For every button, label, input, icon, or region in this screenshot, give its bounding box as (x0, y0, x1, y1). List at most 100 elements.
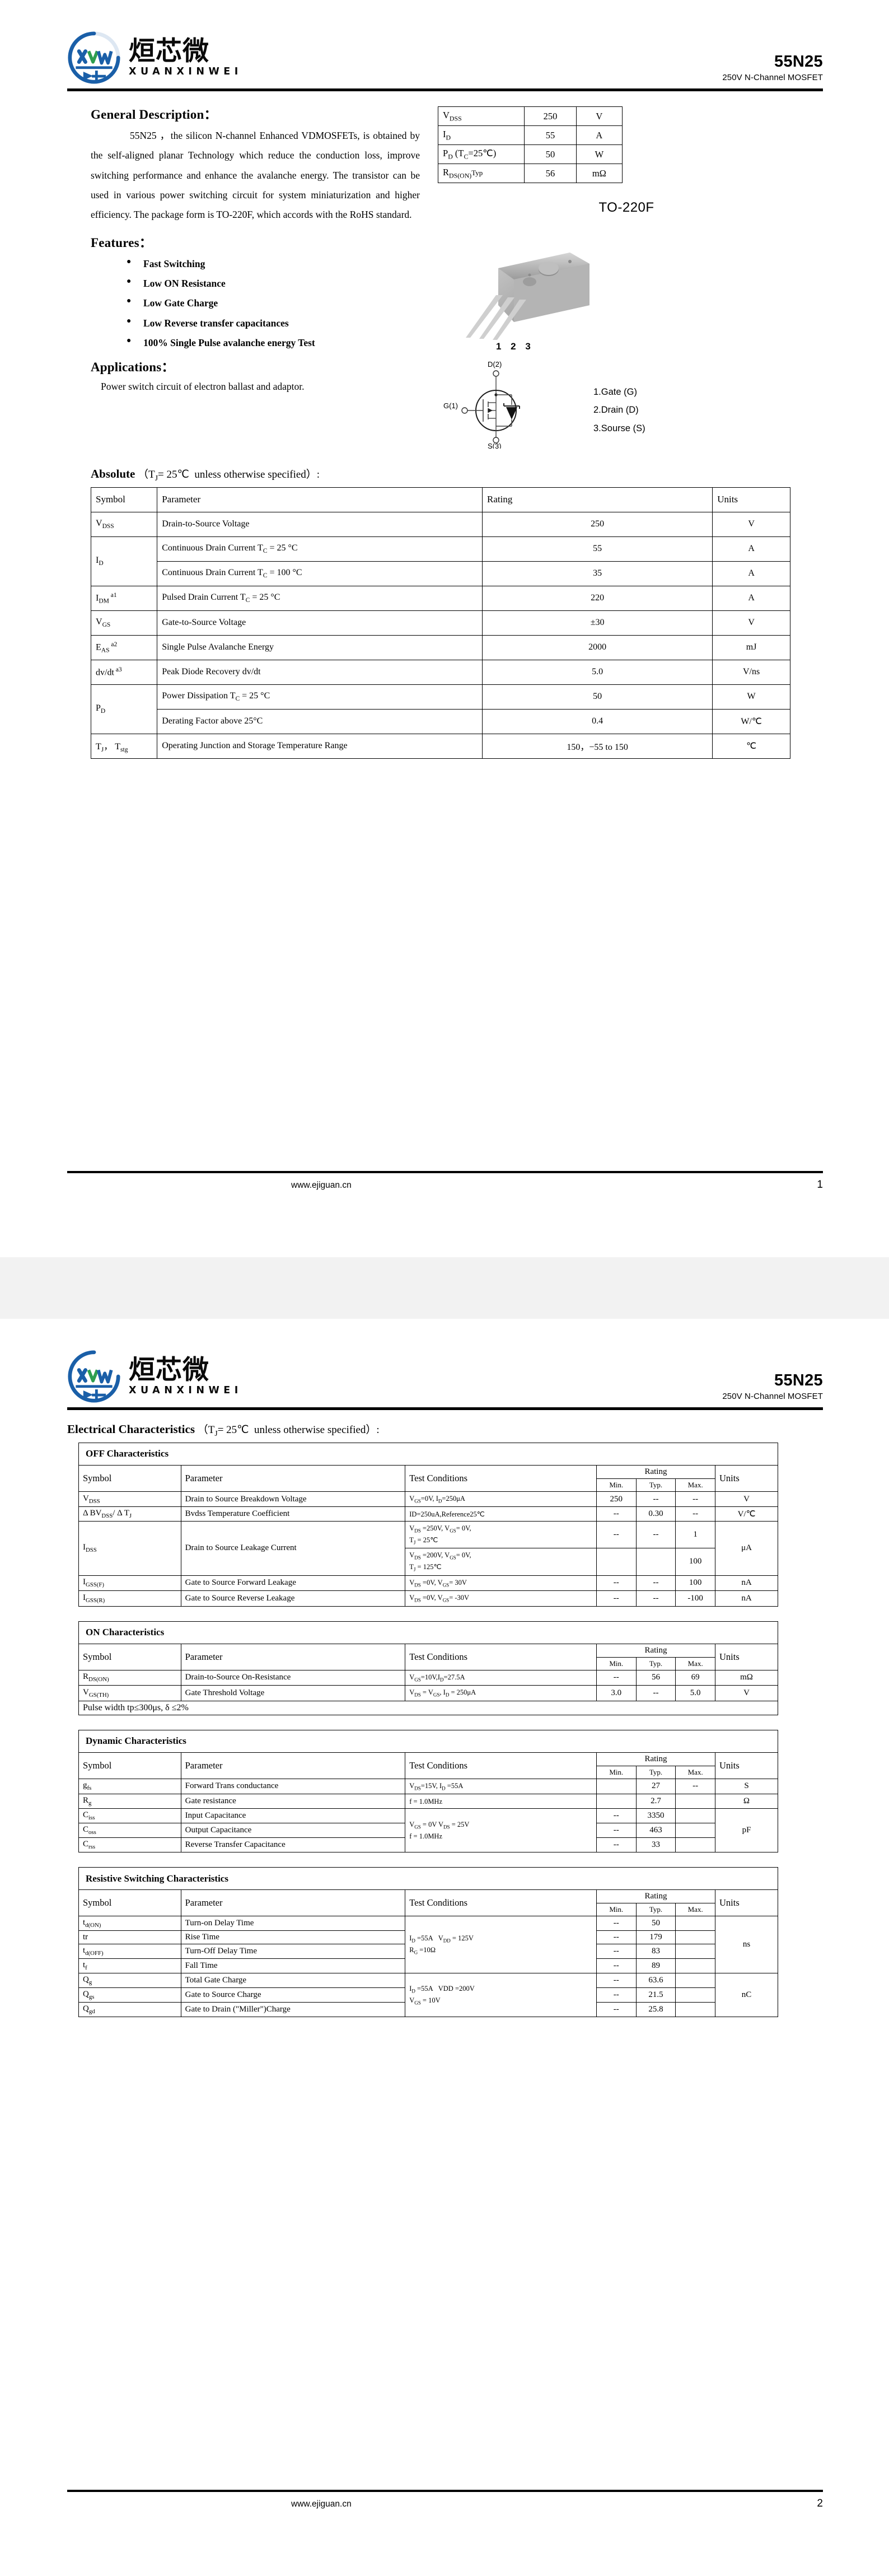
col-rating: Rating (596, 1643, 716, 1658)
spec-symbol: PD (TC=25℃) (437, 144, 525, 164)
row-symbol: ID (90, 536, 158, 586)
pin-item: 1.Gate (G) (593, 387, 637, 398)
section-band: Dynamic Characteristics (78, 1729, 778, 1753)
spec-unit: V (575, 106, 623, 126)
spec-value: 250 (524, 106, 577, 126)
row-symbol: IDSS (78, 1521, 181, 1576)
row-min: -- (596, 1973, 637, 1989)
col-test-conditions: Test Conditions (405, 1889, 597, 1917)
table-row: Derating Factor above 25°C 0.4 W/℃ (91, 708, 790, 734)
table-band-row: Resistive Switching Characteristics (78, 1867, 778, 1891)
row-min: -- (596, 2002, 637, 2018)
row-symbol: dv/dt a3 (90, 659, 158, 685)
drain-label: D(2) (488, 360, 502, 368)
table-row: IGSS(R) Gate to Source Reverse Leakage V… (78, 1590, 778, 1607)
table-row: IDM a1 Pulsed Drain Current TC = 25 °C 2… (90, 585, 790, 611)
col-parameter: Parameter (180, 1464, 406, 1492)
col-typ: Typ. (635, 1656, 676, 1670)
spec-symbol: ID (437, 125, 525, 145)
row-rating: 0.4 (481, 708, 713, 734)
col-max: Max. (675, 1478, 715, 1492)
col-min: Min. (596, 1765, 637, 1779)
electrical-heading: Electrical Characteristics （TJ= 25℃ unle… (67, 1421, 823, 1438)
switching-characteristics-table: Resistive Switching Characteristics Symb… (78, 1867, 778, 2018)
row-unit: V/ns (712, 659, 790, 685)
footer-url[interactable]: www.ejiguan.cn (291, 2499, 352, 2509)
row-parameter: Bvdss Temperature Coefficient (180, 1506, 406, 1522)
pin-numbers: 1 2 3 (496, 341, 534, 352)
table-row: Continuous Drain Current TC = 100 °C 35 … (91, 561, 790, 586)
page-footer: www.ejiguan.cn 1 (67, 1167, 823, 1191)
row-typ: 21.5 (635, 1987, 676, 2003)
table-row: VGS Gate-to-Source Voltage ±30 V (90, 610, 790, 636)
pin-assignment-list: 1.Gate (G) 2.Drain (D) 3.Sourse (S) (581, 373, 645, 437)
row-symbol: IGSS(R) (78, 1590, 181, 1607)
row-typ: 25.8 (635, 2002, 676, 2018)
row-test: ID =55A VDD = 125V RG =10Ω (405, 1916, 597, 1974)
table-row: VGS(TH) Gate Threshold Voltage VDS = VGS… (78, 1685, 778, 1701)
col-units: Units (715, 1464, 778, 1492)
table-band-row: ON Characteristics (78, 1621, 778, 1644)
table-subheader-row: Min. Typ. Max. (79, 1656, 778, 1670)
table-header-row: Symbol Parameter Test Conditions Rating … (78, 1643, 778, 1670)
table-row: VDSS 250 V (437, 106, 623, 126)
row-parameter: Derating Factor above 25°C (157, 708, 483, 734)
spec-symbol: RDS(ON)Typ (437, 164, 525, 183)
col-rating: Rating (596, 1464, 716, 1479)
row-parameter: Continuous Drain Current TC = 100 °C (157, 561, 483, 586)
row-parameter: Gate to Source Reverse Leakage (180, 1590, 406, 1607)
table-row: Ciss Input Capacitance VGS = 0V VDS = 25… (78, 1808, 778, 1853)
table-row: VDS =200V, VGS= 0V, TJ = 125℃ 100 (79, 1548, 778, 1576)
row-test: VDS =0V, VGS= -30V (405, 1590, 597, 1607)
table-band-row: Dynamic Characteristics (78, 1729, 778, 1753)
row-typ: 27 (635, 1778, 676, 1795)
row-max: 1 (675, 1521, 715, 1549)
page-number: 1 (817, 1179, 823, 1191)
row-typ: -- (635, 1685, 676, 1701)
row-symbol: VDSS (90, 511, 158, 537)
table-row: Coss Output Capacitance -- 463 (78, 1823, 778, 1838)
row-max (675, 1823, 715, 1838)
col-test-conditions: Test Conditions (405, 1752, 597, 1779)
row-parameter: Gate resistance (180, 1794, 406, 1809)
row-parameter: Pulsed Drain Current TC = 25 °C (157, 585, 483, 611)
row-min: -- (596, 1944, 637, 1959)
col-symbol: Symbol (78, 1752, 181, 1779)
applications-heading: Applications： (91, 360, 175, 375)
row-symbol: tr (78, 1930, 181, 1945)
col-typ: Typ. (635, 1478, 676, 1492)
row-min: -- (596, 1590, 637, 1607)
row-symbol: td(OFF) (78, 1944, 181, 1959)
package-photo: 1 2 3 (430, 221, 823, 352)
row-min: -- (596, 1808, 637, 1824)
row-parameter: Total Gate Charge (180, 1973, 406, 1989)
applications-text: Power switch circuit of electron ballast… (101, 381, 305, 393)
row-typ (635, 1548, 676, 1576)
spec-value: 56 (524, 164, 577, 183)
company-name-en: XUANXINWEI (129, 1385, 242, 1397)
table-row: td(ON) Turn-on Delay Time ID =55A VDD = … (78, 1916, 778, 1974)
row-test: VDS =250V, VGS= 0V, TJ = 25℃ (405, 1521, 597, 1549)
row-typ: 83 (635, 1944, 676, 1959)
page-header: 烜芯微 XUANXINWEI 55N25 250V N-Channel MOSF… (67, 0, 823, 85)
footer-url[interactable]: www.ejiguan.cn (291, 1180, 352, 1190)
table-row: ID 55 A (437, 125, 623, 145)
row-min: -- (596, 1958, 637, 1974)
row-typ: 2.7 (635, 1794, 676, 1809)
row-symbol: Crss (78, 1837, 181, 1853)
row-symbol: VGS (90, 610, 158, 636)
table-note-row: Pulse width tp≤300μs, δ ≤2% (78, 1700, 778, 1715)
col-symbol: Symbol (78, 1643, 181, 1670)
row-parameter: Gate-to-Source Voltage (157, 610, 483, 636)
row-max: -100 (675, 1590, 715, 1607)
company-name-cn: 烜芯微 (129, 36, 209, 67)
row-max: 100 (675, 1548, 715, 1576)
col-units: Units (715, 1752, 778, 1779)
row-typ: 463 (635, 1823, 676, 1838)
table-row: Qgd Gate to Drain ("Miller")Charge -- 25… (78, 2002, 778, 2018)
col-rating: Rating (596, 1889, 716, 1904)
row-symbol: Qgd (78, 2002, 181, 2018)
row-unit: V (715, 1491, 778, 1508)
company-logo: 烜芯微 XUANXINWEI (67, 1350, 242, 1403)
row-test: VDS=15V, ID =55A (405, 1778, 597, 1795)
